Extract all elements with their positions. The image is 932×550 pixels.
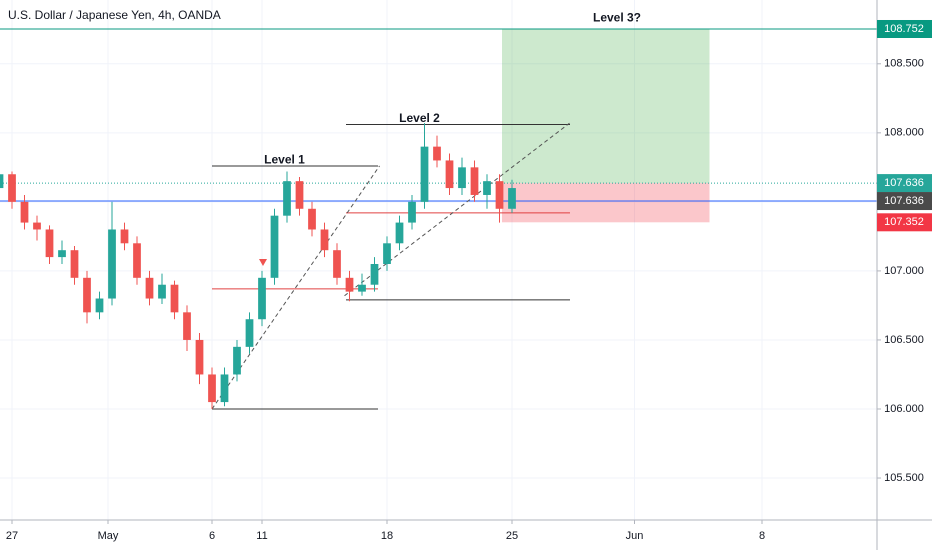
y-tick-label: 107.000 (884, 265, 924, 277)
candle-body (458, 167, 466, 189)
candle-body (83, 277, 91, 313)
candle-body (145, 277, 154, 299)
price-tag-label: 107.636 (884, 177, 924, 189)
annotation: Level 2 (399, 111, 440, 125)
x-tick-label: 18 (381, 530, 393, 542)
candle-body (108, 229, 116, 299)
x-tick-label: Jun (626, 530, 644, 542)
y-tick-label: 106.000 (884, 403, 924, 415)
candle-body (70, 250, 79, 278)
position-zone (502, 183, 710, 223)
x-tick-label: 11 (256, 530, 267, 542)
y-tick-label: 108.500 (884, 58, 924, 70)
candle-body (120, 229, 129, 244)
candle-body (158, 284, 166, 299)
price-tag (877, 174, 932, 193)
candle-body (0, 174, 4, 189)
candle-body (220, 374, 229, 403)
chart-title: U.S. Dollar / Japanese Yen, 4h, OANDA (8, 8, 221, 22)
candle-body (208, 374, 216, 403)
candle-body (420, 146, 429, 202)
candle-body (8, 174, 16, 202)
candle-body (258, 277, 266, 320)
candle-body (183, 312, 191, 340)
candle-body (283, 181, 291, 216)
x-tick-label: 25 (506, 530, 518, 542)
base-tag (877, 192, 932, 211)
candle-body (133, 243, 141, 278)
candle-body (470, 167, 479, 195)
drawing-line (344, 122, 570, 297)
plot: Level 1 Level 2 Level 3? (0, 10, 877, 410)
candle-body (433, 146, 441, 161)
signal-marker (259, 259, 267, 266)
candle-body (308, 208, 316, 230)
candle-body (270, 215, 279, 278)
candle-body (195, 339, 204, 375)
candle-body (45, 229, 54, 258)
candle-body (445, 160, 454, 189)
base-tag-label: 107.636 (884, 195, 924, 207)
candle-body (170, 284, 179, 313)
x-tick-label: 8 (759, 530, 765, 542)
axes: 105.500106.000106.500107.000107.500108.0… (6, 19, 932, 542)
candle-body (245, 319, 254, 347)
price-tag-label: 108.752 (884, 23, 924, 35)
y-tick-label: 106.500 (884, 334, 924, 346)
price-tag (877, 19, 932, 38)
candle-body (483, 181, 491, 195)
candle-body (358, 284, 366, 292)
price-tag (877, 213, 932, 232)
candle-body (395, 222, 404, 244)
x-tick-label: 6 (209, 530, 215, 542)
candle-body (383, 243, 391, 265)
candle-body (333, 250, 341, 278)
candle-body (408, 201, 416, 223)
candle-body (58, 250, 66, 258)
candle-body (370, 264, 379, 285)
candle-body (345, 277, 354, 292)
candle-body (295, 181, 304, 209)
candle-body (33, 222, 41, 230)
price-tag-label: 107.352 (884, 216, 924, 228)
annotation: Level 3? (593, 10, 641, 24)
candle-body (20, 201, 29, 223)
y-tick-label: 108.000 (884, 127, 924, 139)
position-zone (502, 28, 710, 184)
candle-body (495, 181, 504, 209)
candle-body (320, 229, 329, 251)
x-tick-label: 27 (6, 530, 18, 542)
x-tick-label: May (98, 530, 119, 542)
candle-body (233, 346, 241, 375)
y-tick-label: 105.500 (884, 472, 924, 484)
candle-body (508, 188, 516, 209)
annotation: Level 1 (264, 153, 305, 167)
candle-body (95, 298, 104, 313)
